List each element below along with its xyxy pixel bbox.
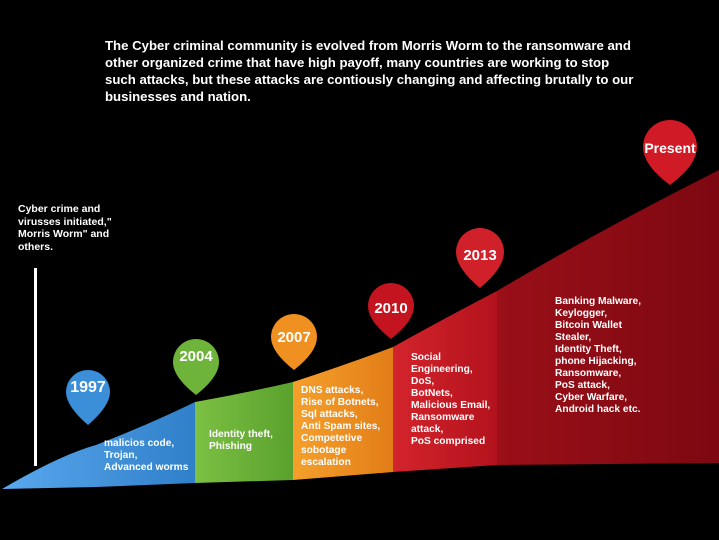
segment-2004 <box>195 382 293 483</box>
events-1997: malicios code, Trojan, Advanced worms <box>104 438 189 473</box>
origin-note: Cyber crime and virusses initiated," Mor… <box>18 203 112 253</box>
events-2007: DNS attacks, Rise of Botnets, Sql attack… <box>301 385 381 468</box>
pin-2004: 2004 <box>172 338 220 395</box>
year-label-2010: 2010 <box>374 300 407 317</box>
events-present: Banking Malware, Keylogger, Bitcoin Wall… <box>555 296 642 415</box>
pin-1997: 1997 <box>66 370 110 425</box>
segment-2010 <box>393 291 497 472</box>
segment-1997 <box>2 402 195 489</box>
segment-2007 <box>293 347 393 480</box>
pin-2013: 2013 <box>456 228 504 288</box>
year-label-present: Present <box>644 140 696 156</box>
pin-2010: 2010 <box>368 283 414 339</box>
pin-2007: 2007 <box>271 314 317 370</box>
segment-present <box>497 170 719 465</box>
year-label-2004: 2004 <box>179 348 213 365</box>
events-2004: Identity theft, Phishing <box>209 429 273 452</box>
intro-paragraph: The Cyber criminal community is evolved … <box>105 38 634 104</box>
year-label-2013: 2013 <box>463 247 496 264</box>
pin-present: Present <box>643 120 697 185</box>
events-2010: Social Engineering, DoS, BotNets, Malici… <box>411 352 491 447</box>
origin-marker-line <box>34 268 37 466</box>
year-label-2007: 2007 <box>277 329 310 346</box>
year-label-1997: 1997 <box>70 379 106 396</box>
